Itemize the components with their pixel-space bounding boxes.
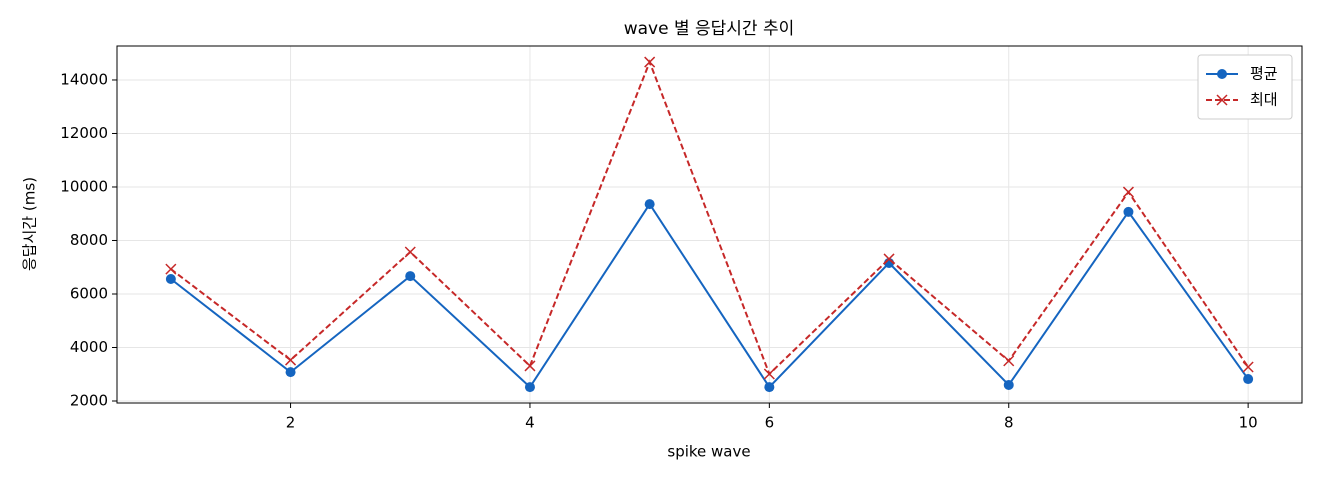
marker: [644, 199, 655, 210]
marker: [883, 253, 895, 265]
marker: [1003, 355, 1015, 367]
x-tick-label: 2: [286, 414, 296, 432]
y-tick-label: 10000: [60, 177, 108, 195]
x-axis-label: spike wave: [667, 443, 750, 461]
y-tick-label: 12000: [60, 124, 108, 142]
marker: [285, 367, 296, 378]
y-tick-label: 8000: [70, 231, 108, 249]
marker: [1217, 69, 1227, 79]
marker: [524, 360, 536, 372]
marker: [404, 246, 416, 258]
marker: [763, 368, 775, 380]
y-tick-label: 14000: [60, 70, 108, 88]
marker: [644, 56, 656, 68]
marker: [165, 263, 177, 275]
marker: [1243, 374, 1254, 385]
y-tick-label: 6000: [70, 284, 108, 302]
legend-label: 평균: [1250, 65, 1278, 83]
marker: [524, 382, 535, 393]
marker: [1242, 361, 1254, 373]
series-line: [170, 59, 1249, 376]
marker: [1216, 94, 1228, 106]
x-tick-label: 8: [1004, 414, 1014, 432]
marker: [1003, 379, 1014, 390]
marker: [764, 382, 775, 393]
series-line: [170, 202, 1249, 389]
marker: [405, 271, 416, 282]
x-tick-label: 6: [765, 414, 775, 432]
x-tick-label: 4: [525, 414, 535, 432]
legend-box: [1197, 54, 1293, 120]
y-tick-label: 4000: [70, 338, 108, 356]
marker: [1122, 186, 1134, 198]
plot-frame: [116, 45, 1303, 404]
marker: [165, 274, 176, 285]
chart-title: wave 별 응답시간 추이: [624, 19, 795, 39]
marker: [1123, 206, 1134, 217]
y-tick-label: 2000: [70, 391, 108, 409]
marker: [285, 354, 297, 366]
legend-label: 최대: [1250, 91, 1278, 109]
x-tick-label: 10: [1239, 414, 1258, 432]
y-axis-label: 응답시간 (ms): [21, 177, 39, 271]
